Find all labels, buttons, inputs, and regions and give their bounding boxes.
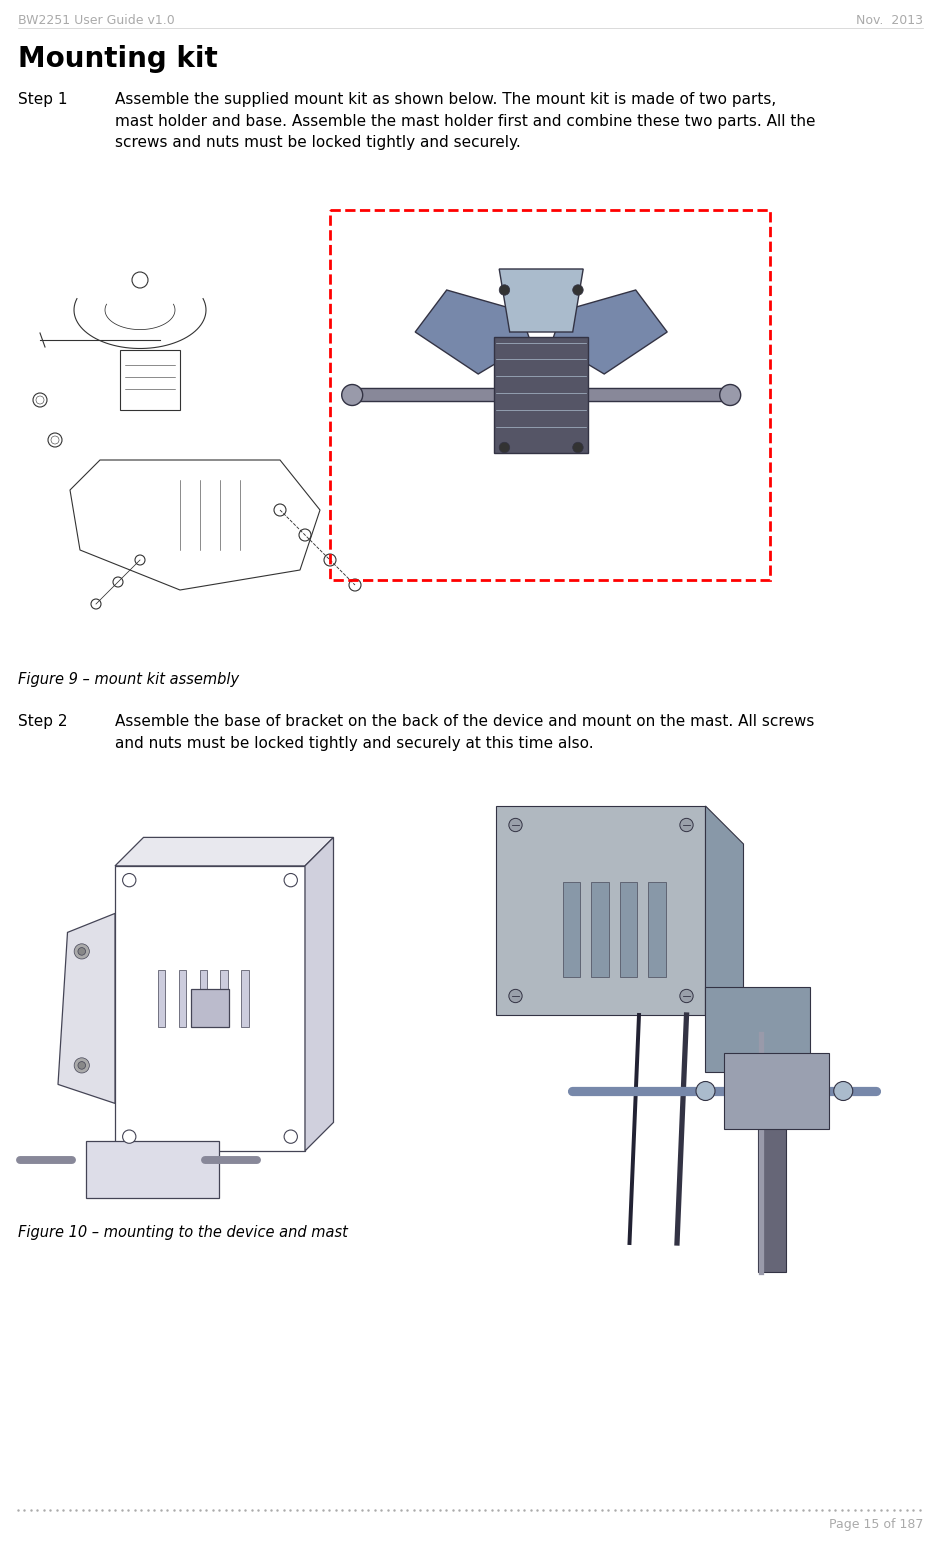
Bar [330,210,770,580]
Polygon shape [725,1053,829,1129]
Bar [191,990,229,1027]
Circle shape [573,285,583,295]
Bar [179,970,186,1027]
Circle shape [834,1081,853,1101]
Bar [592,882,609,978]
Text: Assemble the supplied mount kit as shown below. The mount kit is made of two par: Assemble the supplied mount kit as shown… [115,93,816,150]
Bar [158,970,166,1027]
Circle shape [342,384,362,406]
Circle shape [78,1061,86,1069]
Polygon shape [305,837,333,1150]
Text: Assemble the base of bracket on the back of the device and mount on the mast. Al: Assemble the base of bracket on the back… [115,714,814,751]
Bar [494,338,588,453]
Circle shape [284,873,297,887]
Bar [199,970,207,1027]
Polygon shape [58,913,115,1104]
Circle shape [696,1081,715,1101]
Text: Figure 9 – mount kit assembly: Figure 9 – mount kit assembly [18,672,239,688]
Circle shape [284,1130,297,1143]
Text: Nov.  2013: Nov. 2013 [856,14,923,28]
Polygon shape [706,806,743,1053]
Bar [18,188,918,648]
Circle shape [74,1058,89,1073]
Circle shape [122,1130,136,1143]
Polygon shape [706,987,810,1072]
Bar [620,882,637,978]
Circle shape [74,944,89,959]
Polygon shape [551,290,667,375]
Circle shape [78,948,86,954]
Circle shape [509,819,522,831]
Polygon shape [499,268,583,332]
Circle shape [720,384,741,406]
Text: Step 1: Step 1 [18,93,68,106]
Circle shape [499,285,510,295]
Circle shape [573,443,583,453]
Polygon shape [415,290,531,375]
Circle shape [509,990,522,1002]
Text: Page 15 of 187: Page 15 of 187 [829,1517,923,1531]
Text: Step 2: Step 2 [18,714,68,729]
Circle shape [499,443,510,453]
Bar [563,882,580,978]
Circle shape [679,819,694,831]
Polygon shape [115,867,305,1150]
Text: Mounting kit: Mounting kit [18,45,217,72]
Text: BW2251 User Guide v1.0: BW2251 User Guide v1.0 [18,14,175,28]
Bar [758,1035,787,1272]
Text: Figure 10 – mounting to the device and mast: Figure 10 – mounting to the device and m… [18,1224,348,1240]
Bar [120,350,180,410]
Polygon shape [497,806,706,1015]
Bar [241,970,249,1027]
Circle shape [679,990,694,1002]
Circle shape [122,873,136,887]
Polygon shape [87,1141,219,1198]
Bar [18,790,918,1210]
Bar [220,970,228,1027]
Bar [330,210,770,580]
Bar [648,882,665,978]
Polygon shape [115,837,333,867]
